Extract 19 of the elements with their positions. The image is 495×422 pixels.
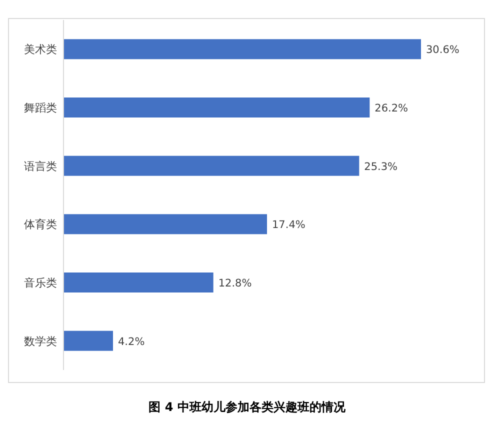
y-tick-label: 语言类 — [24, 160, 57, 173]
data-label: 17.4% — [272, 219, 306, 232]
y-tick-label: 数学类 — [24, 334, 57, 348]
bar — [64, 156, 360, 176]
bar — [64, 39, 421, 60]
y-tick-label: 体育类 — [24, 218, 57, 232]
y-tick-label: 美术类 — [24, 43, 57, 56]
y-tick-label: 音乐类 — [24, 276, 57, 290]
data-label: 25.3% — [364, 160, 398, 173]
data-label: 12.8% — [218, 278, 252, 290]
bar — [64, 272, 214, 292]
text: 图 4 中班幼儿参加各类兴趣班的情况 — [148, 400, 346, 414]
bar — [64, 214, 267, 234]
data-label: 30.6% — [426, 44, 460, 56]
data-label: 26.2% — [374, 102, 408, 114]
data-label: 4.2% — [118, 336, 145, 348]
y-tick-label: 舞蹈类 — [24, 102, 57, 114]
bar — [64, 330, 113, 351]
bar — [64, 98, 370, 118]
